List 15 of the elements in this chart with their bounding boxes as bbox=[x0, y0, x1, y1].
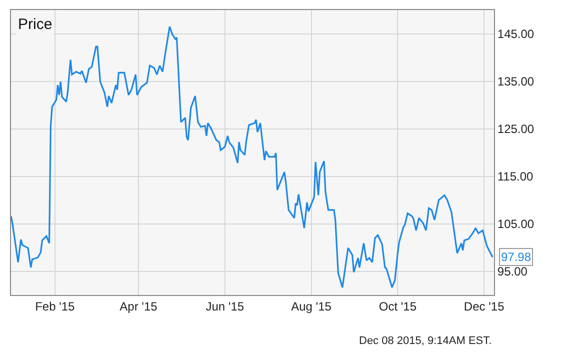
y-tick-label: 95.00 bbox=[497, 264, 528, 278]
y-tick-label: 125.00 bbox=[497, 122, 534, 136]
text: Dec 08 2015, 9:14AM EST. bbox=[359, 335, 492, 347]
y-tick-label: 145.00 bbox=[497, 26, 534, 41]
x-tick-label: Oct '15 bbox=[378, 299, 417, 314]
x-tick-label: Apr '15 bbox=[120, 299, 158, 314]
x-tick-label: Feb '15 bbox=[35, 299, 76, 314]
y-tick-label: 105.00 bbox=[497, 216, 534, 231]
x-tick-label: Dec '15 bbox=[464, 299, 505, 314]
y-tick-label: 135.00 bbox=[497, 74, 534, 88]
y-tick-label: 115.00 bbox=[497, 169, 534, 184]
x-tick-label: Jun '15 bbox=[206, 299, 244, 314]
x-tick-label: Aug '15 bbox=[291, 299, 332, 314]
annotation: 97.98 bbox=[501, 250, 532, 264]
chart-title: Price bbox=[18, 16, 52, 33]
